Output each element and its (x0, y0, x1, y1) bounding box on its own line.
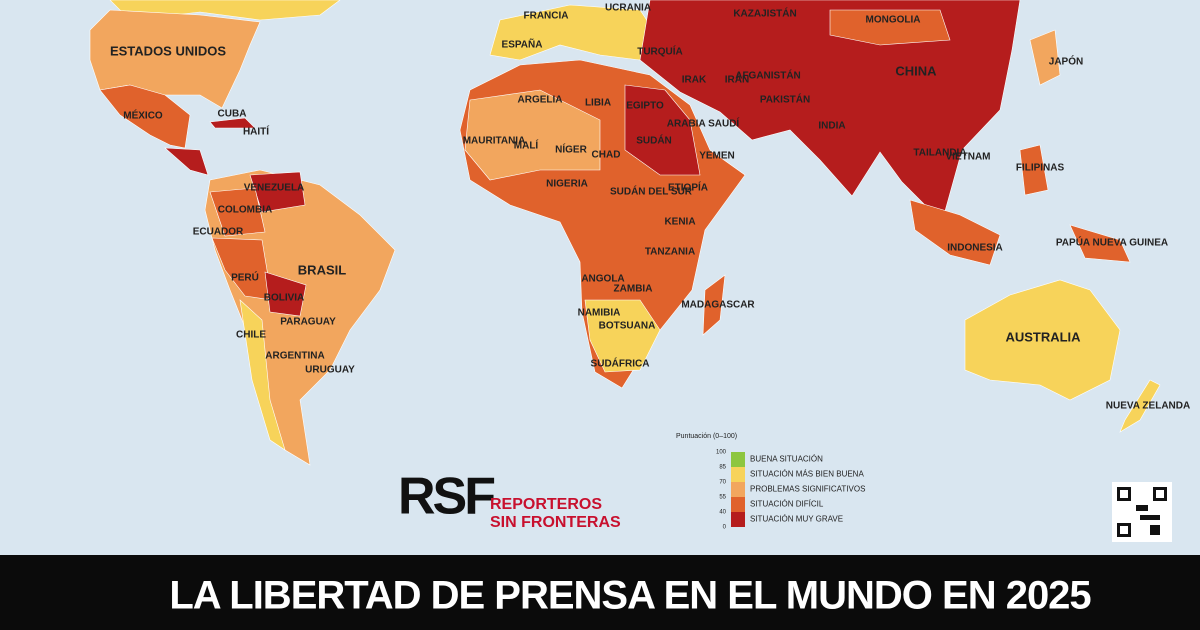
country-label: PERÚ (231, 271, 259, 284)
country-label: ARGENTINA (265, 351, 324, 362)
legend-title: Puntuación (0–100) (676, 433, 737, 440)
legend-tick: 100 (716, 450, 727, 456)
country-label: TURQUÍA (637, 45, 683, 58)
country-label: UCRANIA (605, 3, 651, 14)
legend-swatch (731, 482, 745, 497)
logo-line2: SIN FRONTERAS (490, 514, 621, 531)
legend-tick: 85 (719, 465, 726, 471)
country-label: ARABIA SAUDÍ (667, 117, 740, 130)
country-label: SUDÁN DEL SUR (610, 185, 693, 198)
country-label: ESTADOS UNIDOS (110, 43, 226, 58)
country-label: FRANCIA (524, 11, 569, 22)
legend-swatch (731, 497, 745, 512)
legend-label: SITUACIÓN DIFÍCIL (750, 500, 824, 509)
country-label: URUGUAY (305, 365, 355, 376)
legend-tick: 40 (719, 510, 726, 516)
country-label: PAKISTÁN (760, 93, 810, 106)
legend-swatch (731, 512, 745, 527)
country-label: BOTSUANA (599, 321, 656, 332)
country-label: ARGELIA (518, 95, 563, 106)
country-label: FILIPINAS (1016, 163, 1065, 174)
country-label: INDONESIA (947, 243, 1003, 254)
logo: RSF REPORTEROS SIN FRONTERAS (398, 468, 621, 532)
country-label: ECUADOR (193, 227, 244, 238)
country-label: VENEZUELA (244, 183, 305, 194)
country-label: NAMIBIA (578, 308, 621, 319)
legend-tick: 55 (719, 495, 726, 501)
country-label: YEMEN (699, 151, 735, 162)
country-label: IRAK (682, 75, 707, 86)
country-label: CHAD (592, 150, 621, 161)
country-label: MADAGASCAR (681, 300, 755, 311)
country-label: ANGOLA (581, 274, 624, 285)
country-label: PARAGUAY (280, 317, 336, 328)
landmasses (89, 0, 1161, 466)
country-label: HAITÍ (243, 125, 269, 138)
country-label: KENIA (664, 217, 695, 228)
country-label: ETIOPÍA (668, 181, 708, 194)
country-label: JAPÓN (1049, 55, 1083, 68)
country-label: INDIA (818, 121, 845, 132)
country-label: AUSTRALIA (1005, 329, 1081, 344)
logo-line1: REPORTEROS (490, 496, 602, 513)
country-label: ESPAÑA (502, 38, 543, 51)
country-label: SUDÁN (636, 134, 672, 147)
country-label: ZAMBIA (614, 284, 653, 295)
country-label: SUDÁFRICA (591, 357, 650, 370)
qr-code (1112, 482, 1172, 542)
footer-band (0, 555, 1200, 630)
country-label: PAPÚA NUEVA GUINEA (1056, 236, 1168, 249)
country-label: MALÍ (514, 139, 539, 152)
country-label: COLOMBIA (218, 205, 272, 216)
country-label: MÉXICO (123, 109, 163, 122)
country-label: MAURITANIA (463, 136, 526, 147)
footer-title: LA LIBERTAD DE PRENSA EN EL MUNDO EN 202… (169, 574, 1091, 618)
country-label: AFGANISTÁN (735, 69, 801, 82)
country-label: BOLIVIA (264, 293, 305, 304)
legend-label: PROBLEMAS SIGNIFICATIVOS (750, 485, 865, 494)
country-label: EGIPTO (626, 101, 664, 112)
legend-label: BUENA SITUACIÓN (750, 455, 823, 464)
country-labels: ESTADOS UNIDOS MÉXICO CUBA HAITÍ VENEZUELA CO… (110, 3, 1190, 412)
country-label: VIETNAM (946, 152, 991, 163)
legend-tick: 70 (719, 480, 726, 486)
country-label: IRÁN (725, 73, 749, 86)
country-label: BRASIL (298, 262, 346, 277)
legend-tick: 0 (723, 525, 727, 531)
country-label: NIGERIA (546, 179, 588, 190)
legend-swatch (731, 452, 745, 467)
country-label: KAZAJISTÁN (733, 7, 796, 20)
country-label: CHINA (895, 63, 937, 78)
country-label: NUEVA ZELANDA (1106, 401, 1190, 412)
country-label: CUBA (218, 109, 247, 120)
logo-mark: RSF (398, 468, 494, 526)
country-label: MONGOLIA (866, 15, 921, 26)
country-label: TANZANIA (645, 247, 695, 258)
legend: Puntuación (0–100) BUENA SITUACIÓN SITUAC… (676, 433, 865, 531)
country-label: CHILE (236, 330, 266, 341)
legend-label: SITUACIÓN MÁS BIEN BUENA (750, 470, 864, 479)
country-label: NÍGER (555, 143, 587, 156)
legend-label: SITUACIÓN MUY GRAVE (750, 515, 843, 524)
legend-swatch (731, 467, 745, 482)
country-label: TAILANDIA (913, 148, 966, 159)
country-label: LIBIA (585, 98, 611, 109)
